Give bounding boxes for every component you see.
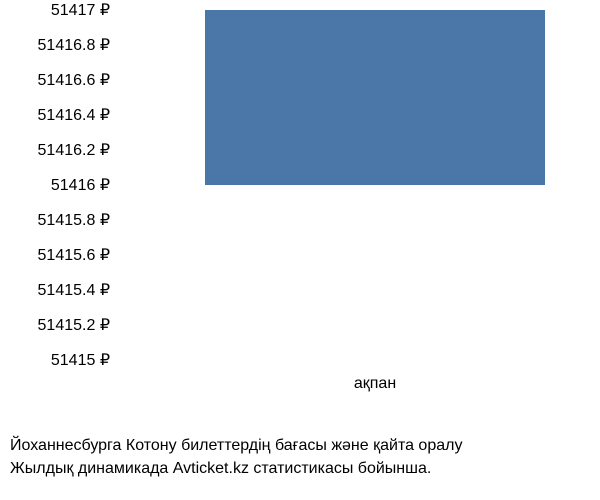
y-tick: 51416.6 ₽: [38, 70, 110, 90]
y-tick: 51416.4 ₽: [38, 105, 110, 125]
y-tick: 51415.4 ₽: [38, 280, 110, 300]
y-tick: 51415 ₽: [51, 350, 110, 370]
caption-line-1: Йоханнесбурга Котону билеттердің бағасы …: [10, 435, 462, 457]
y-tick: 51416 ₽: [51, 175, 110, 195]
plot-area: [130, 10, 580, 360]
x-axis-label: ақпан: [354, 375, 396, 393]
y-tick: 51415.2 ₽: [38, 315, 110, 335]
bar-akpan: [205, 10, 545, 185]
y-tick: 51417 ₽: [51, 0, 110, 20]
chart-container: 51417 ₽ 51416.8 ₽ 51416.6 ₽ 51416.4 ₽ 51…: [0, 0, 600, 500]
y-tick: 51415.6 ₽: [38, 245, 110, 265]
y-tick: 51416.2 ₽: [38, 140, 110, 160]
y-tick: 51415.8 ₽: [38, 210, 110, 230]
caption-line-2: Жылдық динамикада Avticket.kz статистика…: [10, 458, 462, 480]
y-tick: 51416.8 ₽: [38, 35, 110, 55]
chart-caption: Йоханнесбурга Котону билеттердің бағасы …: [10, 435, 462, 480]
